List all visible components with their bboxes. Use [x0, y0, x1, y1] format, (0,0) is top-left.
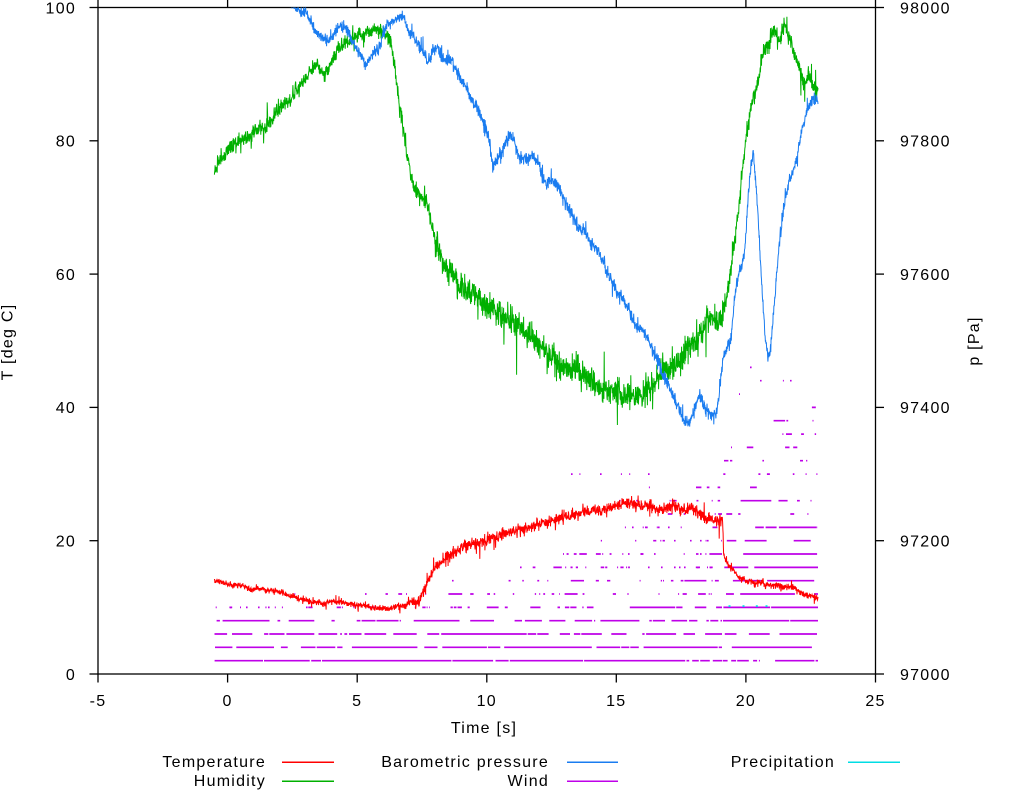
svg-text:5: 5 — [352, 693, 362, 710]
svg-text:Humidity: Humidity — [194, 773, 266, 790]
svg-text:Barometric pressure: Barometric pressure — [381, 754, 549, 771]
svg-text:60: 60 — [56, 267, 76, 284]
svg-text:Precipitation: Precipitation — [731, 754, 835, 771]
svg-text:20: 20 — [56, 534, 76, 551]
svg-text:Wind: Wind — [508, 773, 549, 790]
svg-text:Time [s]: Time [s] — [451, 720, 517, 737]
svg-text:97800: 97800 — [900, 134, 951, 151]
svg-text:0: 0 — [223, 693, 233, 710]
svg-text:20: 20 — [736, 693, 756, 710]
svg-text:10: 10 — [477, 693, 497, 710]
svg-text:98000: 98000 — [900, 0, 951, 17]
svg-text:97200: 97200 — [900, 534, 951, 551]
svg-text:40: 40 — [56, 400, 76, 417]
svg-text:100: 100 — [46, 0, 76, 17]
svg-text:15: 15 — [606, 693, 626, 710]
svg-text:p [Pa]: p [Pa] — [966, 316, 983, 365]
svg-text:97000: 97000 — [900, 667, 951, 684]
svg-text:0: 0 — [66, 667, 76, 684]
svg-text:Temperature: Temperature — [162, 754, 266, 771]
svg-text:97600: 97600 — [900, 267, 951, 284]
svg-text:97400: 97400 — [900, 400, 951, 417]
svg-text:-5: -5 — [90, 693, 107, 710]
svg-text:80: 80 — [56, 134, 76, 151]
svg-text:25: 25 — [865, 693, 885, 710]
svg-text:T [deg C]: T [deg C] — [0, 304, 17, 381]
